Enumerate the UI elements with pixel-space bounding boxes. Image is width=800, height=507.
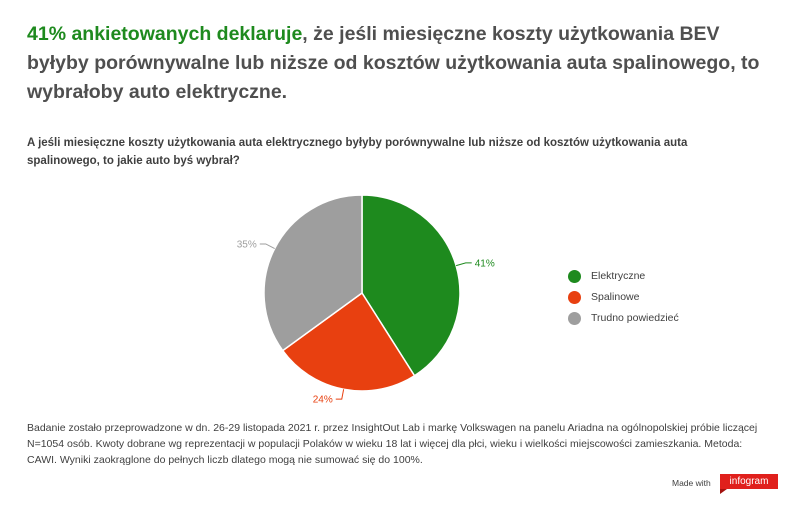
legend-item-trudno-powiedziec[interactable]: Trudno powiedzieć (568, 308, 679, 328)
slice-value-label: 24% (313, 395, 333, 406)
headline-accent: 41% ankietowanych deklaruje (27, 23, 303, 45)
logo-text: infogram (729, 476, 769, 487)
slice-leader-line (455, 262, 472, 267)
legend-label: Spalinowe (591, 291, 640, 303)
slice-value-label: 35% (237, 239, 257, 250)
slice-leader-line (335, 389, 345, 400)
headline: 41% ankietowanych deklaruje, że jeśli mi… (27, 20, 767, 107)
methodology-footnote: Badanie zostało przeprowadzone w dn. 26-… (27, 422, 758, 466)
legend-marker (568, 311, 581, 325)
chart-question: A jeśli miesięczne koszty użytkowania au… (27, 137, 688, 167)
legend-marker (568, 290, 581, 304)
logo-tail (720, 489, 727, 494)
legend-label: Elektryczne (591, 270, 646, 282)
legend-label: Trudno powiedzieć (591, 312, 679, 324)
legend-item-spalinowe[interactable]: Spalinowe (568, 287, 679, 307)
slice-value-label: 41% (475, 258, 495, 269)
logo-background (720, 474, 778, 489)
infogram-logo[interactable]: infogram (720, 474, 778, 494)
legend-item-elektryczne[interactable]: Elektryczne (568, 266, 679, 286)
pie-slice-trudno-powiedziec[interactable] (263, 194, 363, 352)
made-with-label: Made with (672, 478, 711, 488)
slice-leader-line (259, 243, 275, 249)
headline-rest: , że jeśli miesięczne koszty użytkowania… (27, 23, 760, 103)
legend-marker (568, 269, 581, 283)
chart-legend: Elektryczne Spalinowe Trudno powiedzieć (568, 266, 679, 329)
